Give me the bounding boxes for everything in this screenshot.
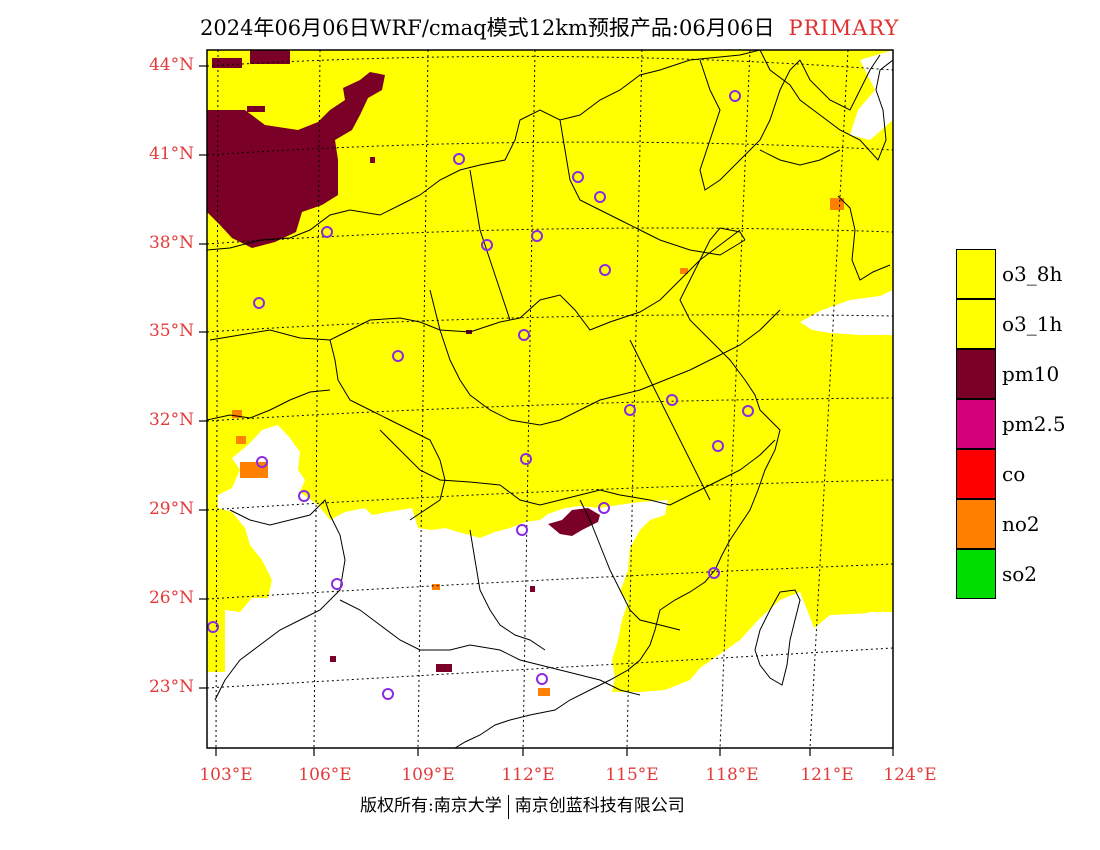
map-area (207, 50, 893, 748)
y-tick-label: 26°N (148, 588, 194, 608)
y-tick-label: 44°N (148, 55, 194, 75)
legend-swatch (956, 549, 996, 599)
copyright-owner-1: 版权所有:南京大学 (360, 796, 502, 816)
x-tick-label: 112°E (501, 765, 555, 785)
x-tick-label: 115°E (605, 765, 659, 785)
x-tick-label: 118°E (705, 765, 759, 785)
clean-area-south (207, 425, 893, 748)
legend-label: no2 (1002, 512, 1040, 536)
map-title: 2024年06月06日WRF/cmaq模式12km预报产品:06月06日 PRIM… (200, 12, 899, 42)
coastline (454, 50, 893, 748)
y-tick-label: 41°N (148, 144, 194, 164)
pm10-dot-c (530, 586, 535, 592)
pm10-patch-top2 (250, 50, 290, 64)
legend-swatch (956, 399, 996, 449)
copyright-owner-2: 南京创蓝科技有限公司 (514, 796, 685, 816)
y-tick-label: 35°N (148, 321, 194, 341)
x-tick-label: 103°E (199, 765, 253, 785)
pm10-patch-top3 (247, 106, 265, 112)
no2-patch-c (236, 436, 246, 444)
tick-marks (199, 65, 894, 756)
legend-swatch (956, 299, 996, 349)
y-tick-label: 38°N (148, 233, 194, 253)
copyright: 版权所有:南京大学 南京创蓝科技有限公司 (360, 791, 685, 819)
title-tag: PRIMARY (788, 16, 900, 40)
no2-patch-b (232, 410, 242, 418)
pm10-area-northwest (207, 72, 385, 248)
x-tick-label: 109°E (401, 765, 455, 785)
clean-area-east (800, 290, 893, 335)
legend-swatch (956, 249, 996, 299)
legend-label: pm10 (1002, 362, 1060, 386)
legend-label: o3_8h (1002, 262, 1063, 286)
pm10-dot-e (370, 157, 375, 163)
map-frame (206, 49, 894, 749)
no2-patch-a (240, 462, 268, 478)
legend-label: co (1002, 462, 1026, 486)
pm10-dot-a (436, 664, 452, 672)
legend-swatch (956, 449, 996, 499)
no2-patch-d (830, 198, 844, 210)
copyright-separator (507, 794, 509, 819)
clean-area-northeast (850, 50, 893, 140)
y-tick-label: 23°N (148, 677, 194, 697)
legend-label: pm2.5 (1002, 412, 1066, 436)
city-markers (207, 90, 754, 700)
pm10-dot-b (330, 656, 336, 662)
pm10-patch-top1 (212, 58, 242, 68)
x-tick-label: 106°E (298, 765, 352, 785)
legend-swatch (956, 349, 996, 399)
boundaries (207, 50, 881, 701)
legend-label: so2 (1002, 562, 1038, 586)
x-tick-label: 124°E (883, 765, 937, 785)
legend-swatch (956, 499, 996, 549)
no2-patch-e (538, 688, 550, 696)
no2-patch-g (680, 268, 688, 274)
title-main: 2024年06月06日WRF/cmaq模式12km预报产品:06月06日 (200, 16, 775, 40)
no2-patch-f (432, 584, 440, 590)
x-tick-label: 121°E (800, 765, 854, 785)
y-tick-label: 32°N (148, 410, 194, 430)
y-tick-label: 29°N (148, 499, 194, 519)
legend-label: o3_1h (1002, 312, 1063, 336)
